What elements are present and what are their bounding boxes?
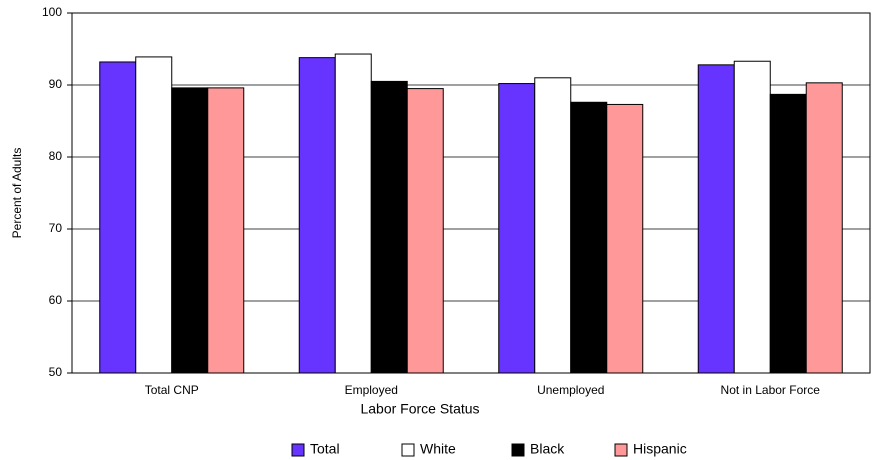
bar [370,80,408,374]
legend-swatch [614,443,628,457]
bar [207,87,245,374]
bar [805,82,843,374]
y-tick-label: 90 [49,77,63,91]
bar [406,88,444,374]
legend-label: White [420,441,456,457]
bar [99,61,137,374]
y-tick-label: 60 [49,293,63,307]
bar [334,53,372,374]
bar [697,64,735,374]
bar [534,77,572,374]
plot-border [71,12,871,374]
x-tick-label: Unemployed [537,383,604,397]
legend-swatch [291,443,305,457]
bar [606,103,644,374]
bar [769,93,807,374]
x-tick-label: Employed [345,383,398,397]
y-tick-label: 100 [42,5,62,19]
bar [570,101,608,374]
x-tick-label: Total CNP [145,383,199,397]
y-tick-label: 70 [49,221,63,235]
legend-label: Hispanic [633,441,687,457]
y-axis-label: Percent of Adults [10,148,24,239]
bar [733,60,771,374]
bar [135,56,173,374]
legend-label: Black [530,441,565,457]
bar [171,87,209,374]
legend-label: Total [310,441,340,457]
y-tick-label: 80 [49,149,63,163]
legend-swatch [511,443,525,457]
y-tick-label: 50 [49,365,63,379]
x-axis-label: Labor Force Status [360,401,479,417]
legend-swatch [401,443,415,457]
bar [298,57,336,374]
bar [498,83,536,374]
x-tick-label: Not in Labor Force [721,383,821,397]
